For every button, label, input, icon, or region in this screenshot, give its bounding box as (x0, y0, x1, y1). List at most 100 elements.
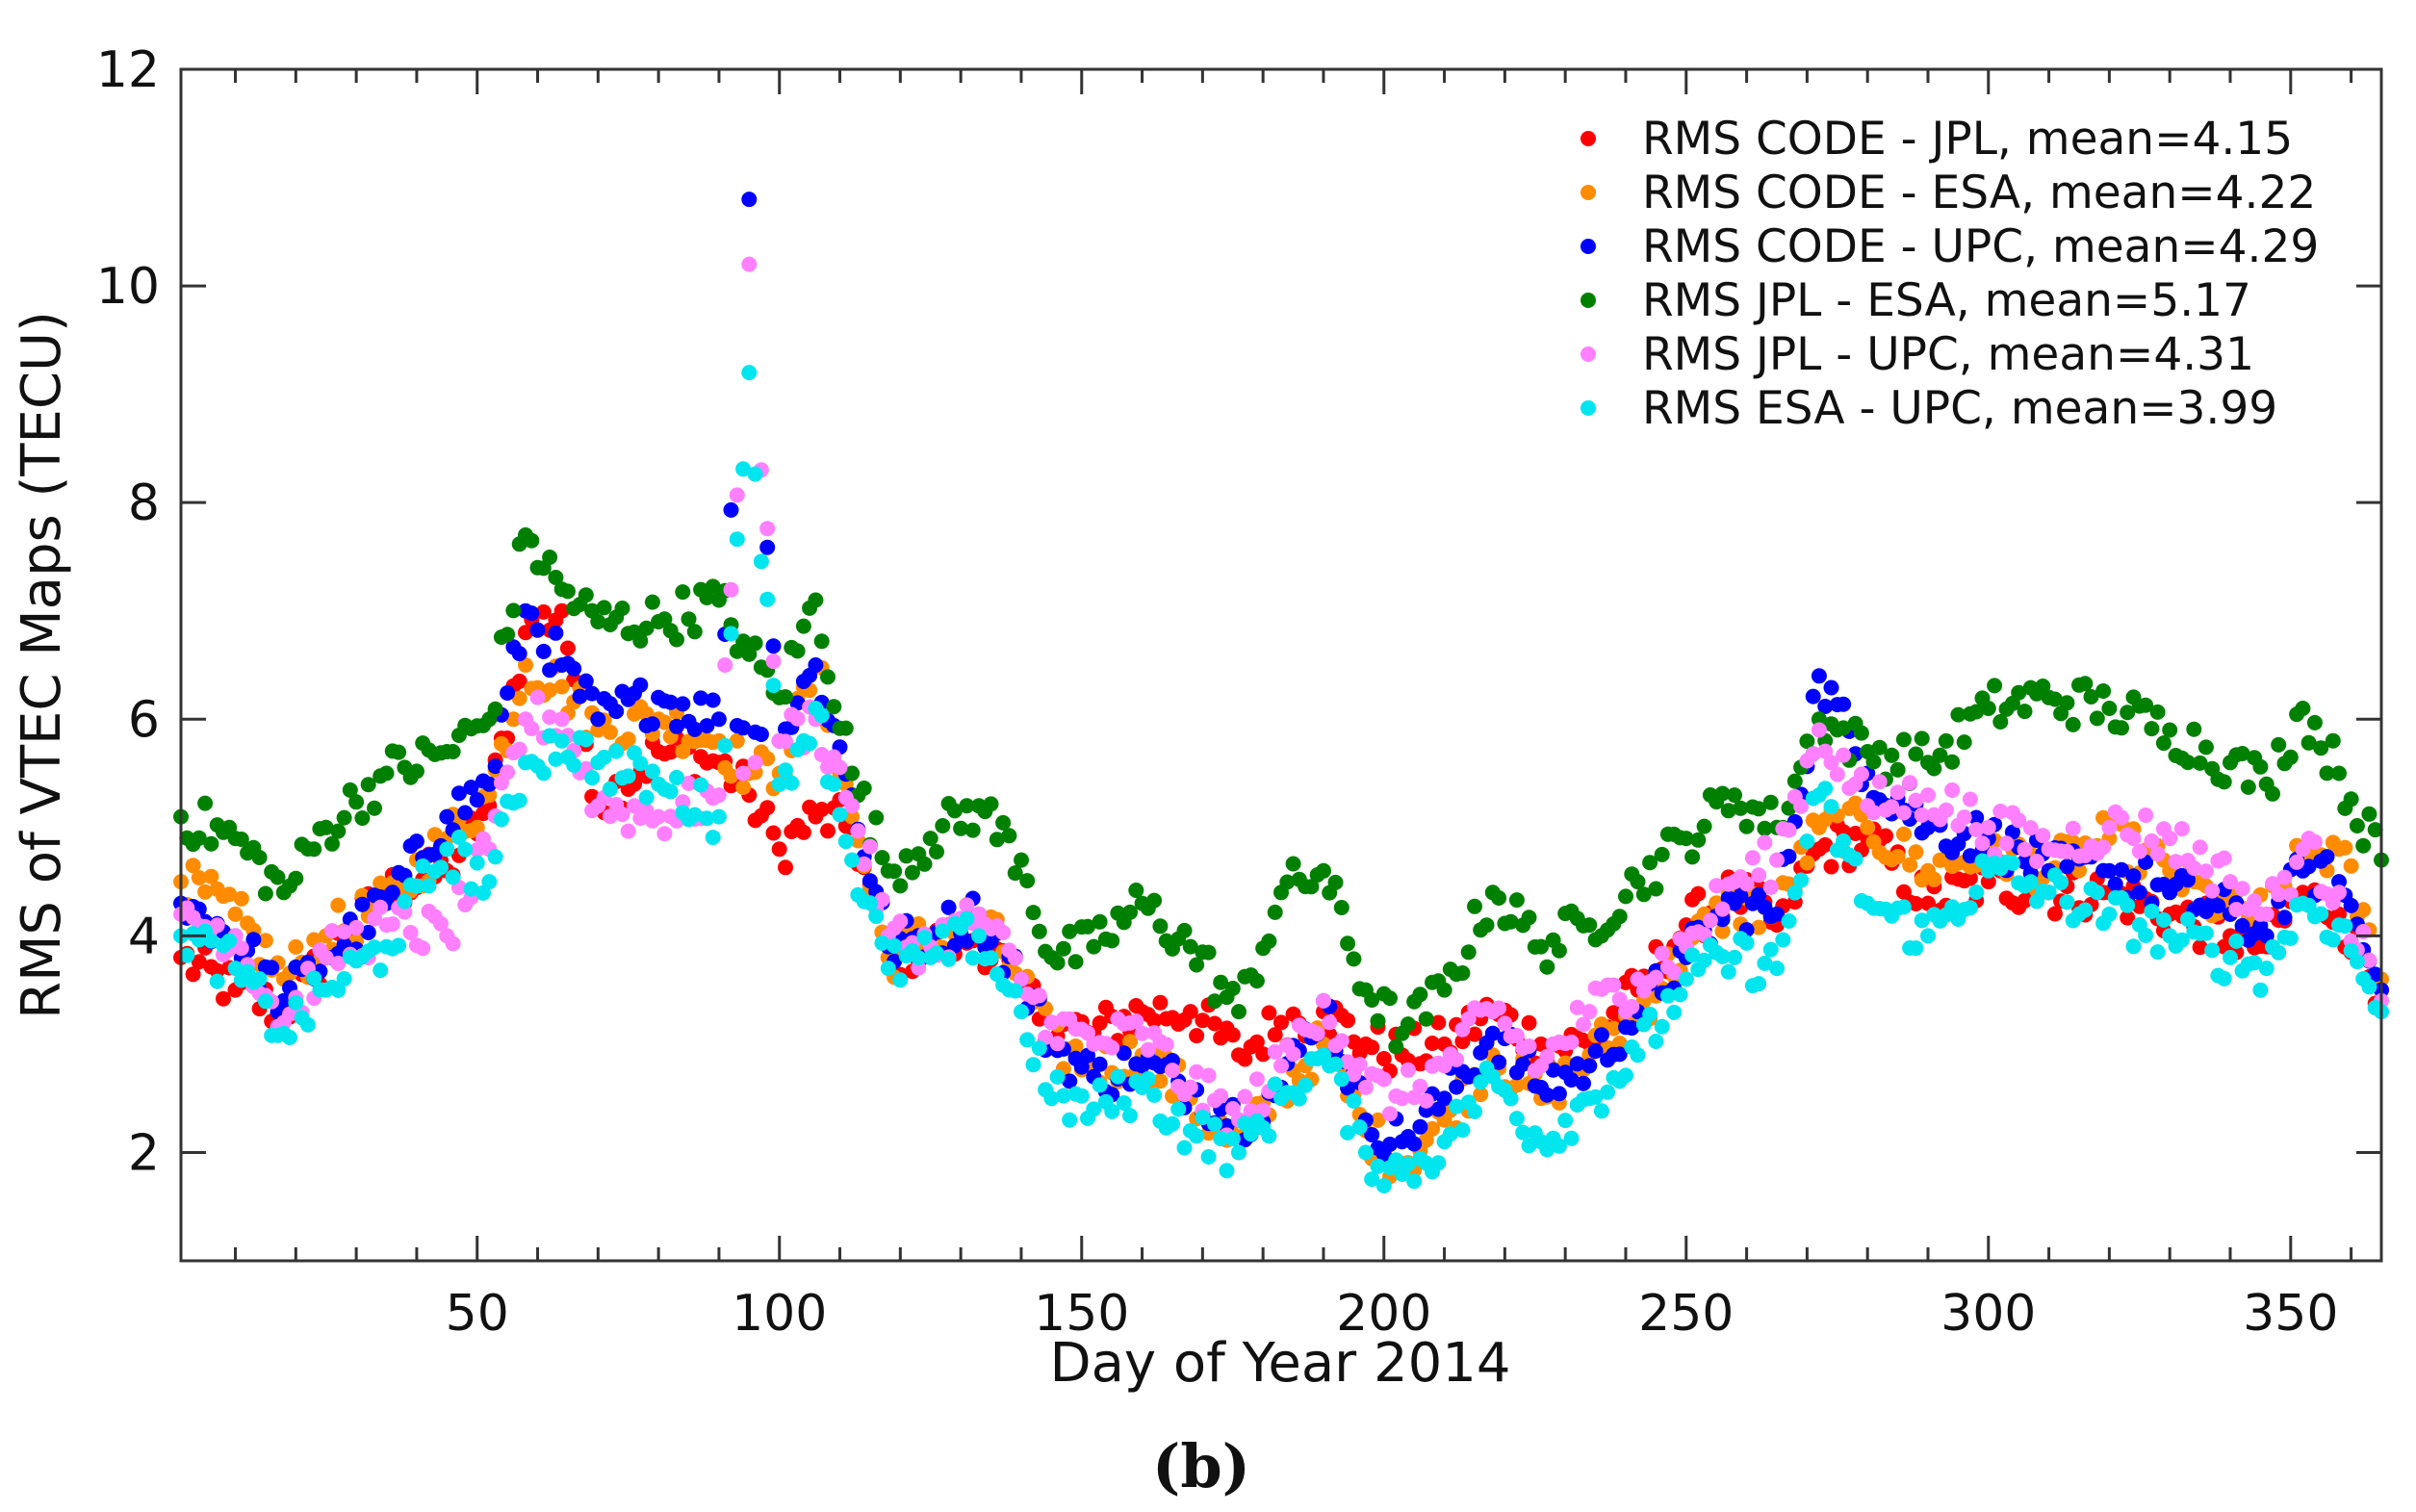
data-point (578, 731, 594, 748)
data-point (1346, 1092, 1362, 1109)
data-point (662, 744, 679, 760)
data-point (1418, 1132, 1434, 1148)
data-point (233, 890, 249, 907)
data-point (518, 657, 533, 673)
data-point (675, 696, 691, 712)
data-point (850, 823, 866, 839)
data-point (753, 727, 769, 742)
data-point (1611, 909, 1628, 925)
data-point (2071, 862, 2087, 879)
data-point (1920, 787, 1936, 804)
data-points (173, 192, 2389, 1193)
data-point (1007, 950, 1023, 966)
data-point (1146, 1087, 1163, 1103)
data-point (1291, 1090, 1307, 1107)
data-point (2210, 898, 2226, 914)
data-point (1576, 1016, 1591, 1033)
x-tick-label: 150 (1034, 1285, 1129, 1343)
data-point (778, 733, 793, 750)
data-point (2361, 806, 2377, 822)
data-point (360, 777, 376, 793)
data-point (2131, 843, 2147, 859)
data-point (1980, 874, 1996, 890)
data-point (705, 692, 721, 708)
data-point (1563, 1072, 1580, 1088)
data-point (191, 830, 207, 846)
x-tick-label: 200 (1336, 1285, 1431, 1343)
data-point (1618, 1067, 1633, 1084)
data-point (1261, 933, 1277, 949)
data-point (384, 916, 400, 933)
legend-marker (1581, 185, 1596, 200)
data-point (257, 885, 273, 902)
data-point (524, 532, 540, 549)
data-point (2198, 739, 2214, 756)
data-point (1781, 800, 1797, 816)
data-point (959, 910, 975, 927)
data-point (257, 933, 273, 949)
series-5 (173, 256, 2389, 1143)
data-point (2271, 736, 2287, 753)
data-point (1751, 886, 1767, 903)
data-point (1189, 1028, 1205, 1044)
data-point (2186, 721, 2202, 737)
data-point (433, 859, 449, 876)
data-point (983, 796, 999, 812)
data-point (2223, 874, 2238, 890)
data-point (348, 794, 365, 810)
data-point (644, 594, 660, 610)
data-point (729, 732, 745, 749)
data-point (1635, 886, 1652, 903)
data-point (1357, 1079, 1374, 1095)
data-point (1508, 1077, 1525, 1093)
data-point (336, 924, 352, 940)
data-point (675, 584, 691, 601)
data-point (723, 501, 739, 518)
data-point (1727, 787, 1742, 804)
data-point (1351, 1119, 1368, 1136)
data-point (511, 673, 527, 689)
data-point (940, 951, 957, 967)
data-point (717, 657, 733, 673)
data-point (535, 643, 552, 659)
data-point (197, 795, 214, 811)
data-point (1219, 1163, 1235, 1179)
data-point (940, 899, 957, 915)
data-point (856, 856, 872, 872)
data-point (2313, 740, 2329, 756)
data-point (1224, 1101, 1241, 1116)
data-point (729, 487, 745, 503)
data-point (2247, 955, 2263, 971)
data-point (1237, 1051, 1253, 1067)
y-tick-label: 4 (128, 908, 160, 965)
data-point (487, 701, 503, 717)
data-point (1213, 1088, 1229, 1104)
data-point (747, 635, 763, 652)
data-point (2282, 749, 2299, 765)
data-point (1189, 1128, 1205, 1144)
x-tick-label: 250 (1638, 1285, 1734, 1343)
data-point (511, 646, 527, 662)
data-point (209, 962, 225, 979)
data-point (553, 602, 570, 619)
data-point (1654, 1018, 1670, 1035)
data-point (1920, 928, 1936, 944)
data-point (463, 881, 479, 897)
data-point (1007, 983, 1023, 999)
data-point (1762, 879, 1779, 895)
data-point (2162, 722, 2178, 738)
data-point (710, 808, 727, 825)
data-point (1351, 1057, 1368, 1072)
data-point (1340, 1054, 1356, 1070)
data-point (1116, 1045, 1132, 1062)
legend-label: RMS CODE - UPC, mean=4.29 (1642, 220, 2319, 273)
data-point (2065, 820, 2081, 836)
data-point (1400, 1156, 1416, 1172)
data-point (2343, 791, 2359, 807)
data-point (2204, 942, 2221, 959)
data-point (1104, 1039, 1120, 1056)
data-point (1400, 1062, 1416, 1078)
data-point (1751, 919, 1767, 935)
data-point (2367, 966, 2383, 983)
legend-label: RMS CODE - ESA, mean=4.22 (1642, 167, 2316, 219)
